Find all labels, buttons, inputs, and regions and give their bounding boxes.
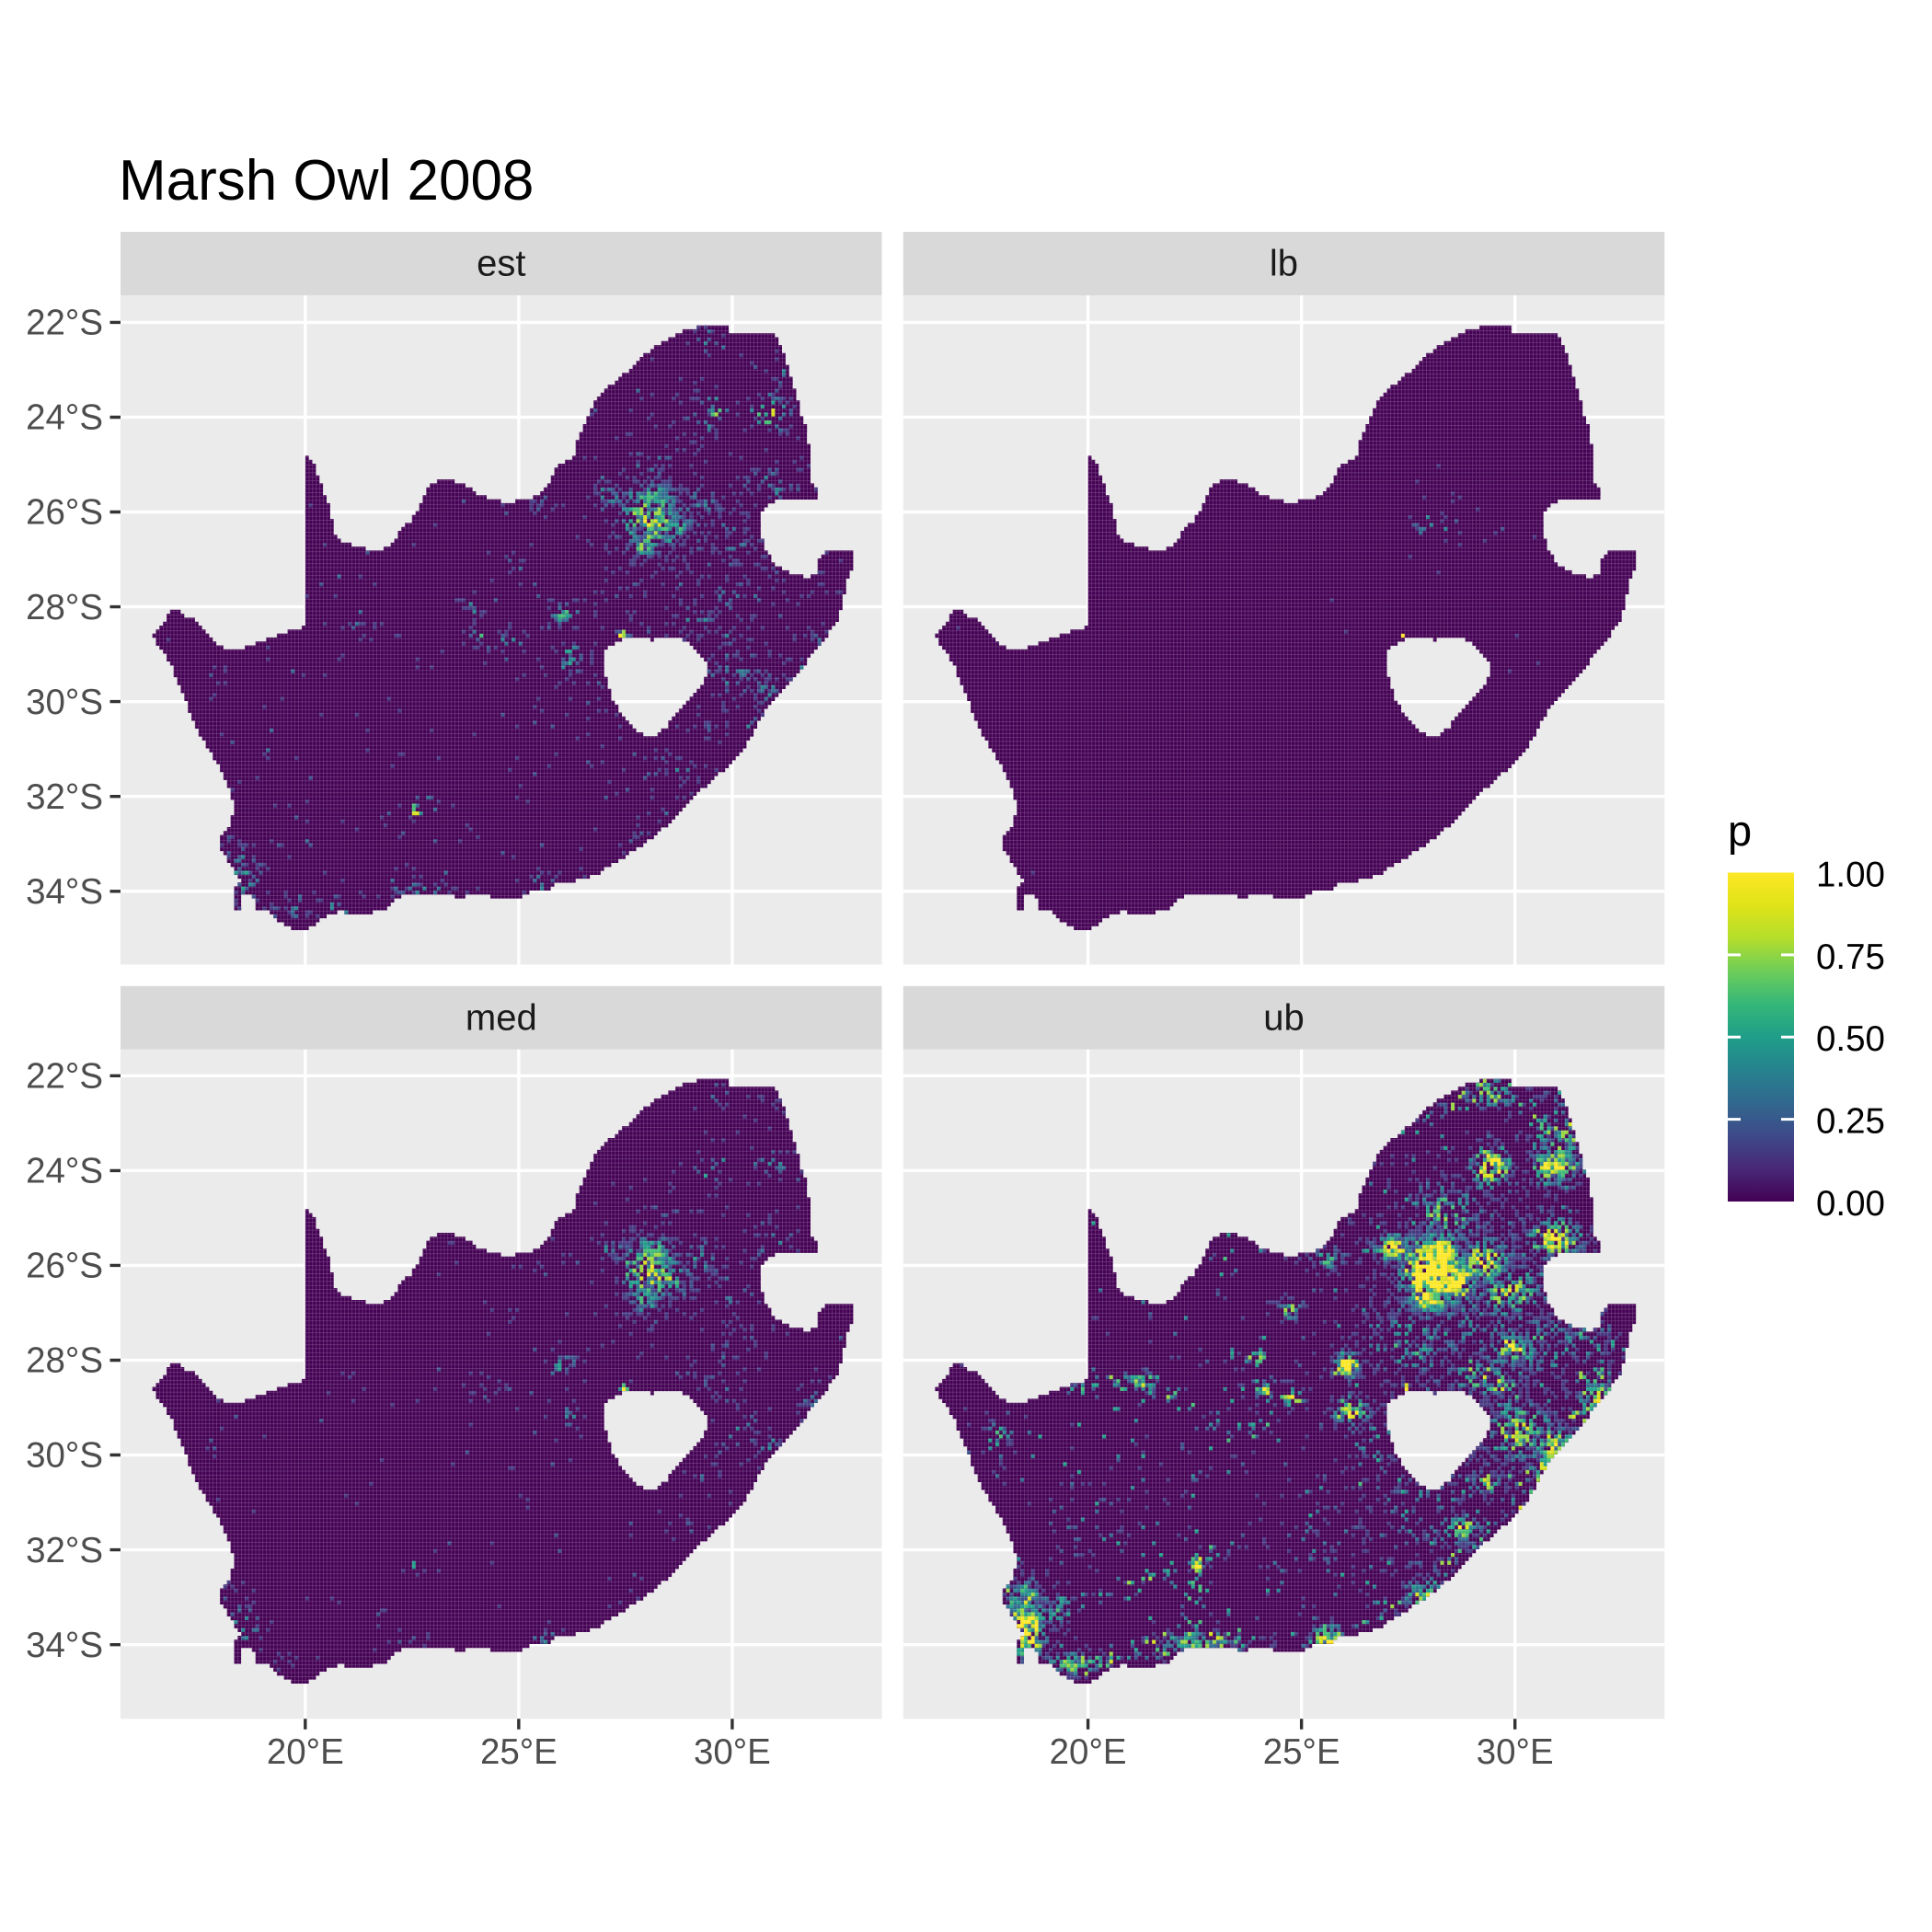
svg-text:20°E: 20°E xyxy=(1050,1732,1127,1772)
svg-text:20°E: 20°E xyxy=(267,1732,344,1772)
svg-text:0.50: 0.50 xyxy=(1816,1019,1885,1059)
svg-text:est: est xyxy=(477,244,525,284)
svg-text:med: med xyxy=(466,997,537,1038)
svg-text:p: p xyxy=(1728,806,1752,855)
svg-text:28°S: 28°S xyxy=(26,1341,103,1381)
svg-text:0.00: 0.00 xyxy=(1816,1184,1885,1224)
svg-text:25°E: 25°E xyxy=(480,1732,558,1772)
svg-text:24°S: 24°S xyxy=(26,1152,103,1191)
svg-text:30°E: 30°E xyxy=(694,1732,771,1772)
svg-text:Marsh Owl 2008: Marsh Owl 2008 xyxy=(119,149,534,213)
svg-text:22°S: 22°S xyxy=(26,304,103,343)
svg-text:30°S: 30°S xyxy=(26,683,103,722)
svg-text:ub: ub xyxy=(1263,997,1305,1038)
svg-text:32°S: 32°S xyxy=(26,1531,103,1570)
svg-text:22°S: 22°S xyxy=(26,1057,103,1097)
svg-text:0.75: 0.75 xyxy=(1816,937,1885,977)
svg-text:30°S: 30°S xyxy=(26,1436,103,1476)
svg-text:1.00: 1.00 xyxy=(1816,856,1885,895)
svg-text:32°S: 32°S xyxy=(26,777,103,817)
svg-text:34°S: 34°S xyxy=(26,872,103,912)
svg-text:24°S: 24°S xyxy=(26,398,103,438)
svg-text:lb: lb xyxy=(1270,244,1298,284)
svg-text:34°S: 34°S xyxy=(26,1626,103,1665)
svg-text:28°S: 28°S xyxy=(26,588,103,627)
svg-text:0.25: 0.25 xyxy=(1816,1102,1885,1142)
svg-text:26°S: 26°S xyxy=(26,1247,103,1286)
svg-text:30°E: 30°E xyxy=(1477,1732,1554,1772)
svg-text:25°E: 25°E xyxy=(1263,1732,1340,1772)
svg-text:26°S: 26°S xyxy=(26,493,103,533)
